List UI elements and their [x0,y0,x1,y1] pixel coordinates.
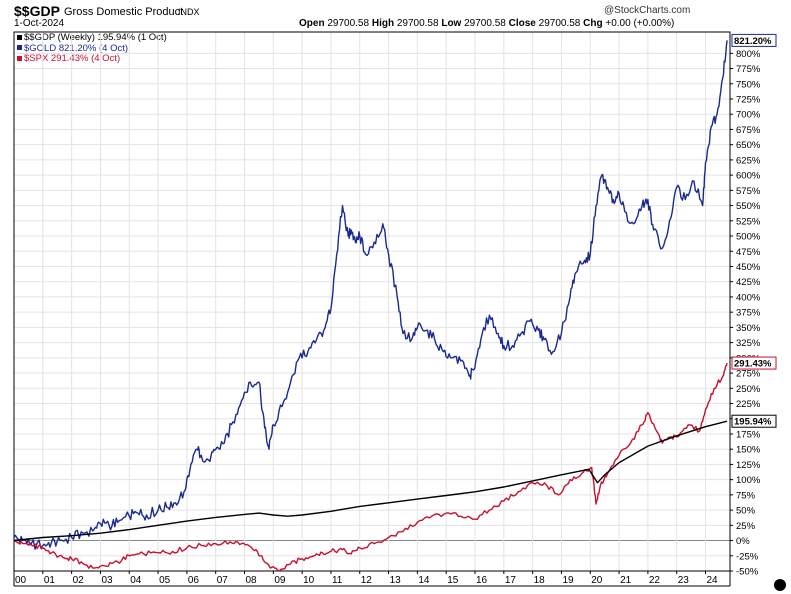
x-tick-label: 08 [246,575,258,586]
y-tick-label: 625% [736,155,761,166]
x-tick-label: 19 [562,575,574,586]
y-tick-label: 775% [736,64,761,75]
x-tick-label: 14 [418,575,430,586]
y-tick-label: 700% [736,110,761,121]
y-tick-label: -50% [736,567,759,578]
y-tick-label: 250% [736,384,761,395]
x-tick-label: 18 [534,575,546,586]
x-tick-label: 20 [591,575,603,586]
x-tick-label: 04 [130,575,142,586]
open-value: 29700.58 [327,18,370,29]
series-line-gdp [13,420,728,542]
y-tick-label: 425% [736,277,761,288]
close-value: 29700.58 [538,18,581,29]
end-label-text: 821.20% [734,36,772,47]
x-tick-label: 16 [476,575,488,586]
low-value: 29700.58 [464,18,506,29]
x-tick-label: 01 [44,575,56,586]
y-tick-label: 500% [736,232,761,243]
y-tick-label: 400% [736,292,761,303]
high-value: 29700.58 [396,18,439,29]
legend-entry-gold: $GOLD 821.20% (4 Oct) [17,42,167,55]
y-tick-label: 100% [736,475,761,486]
y-tick-label: -25% [736,551,759,562]
y-tick-label: 375% [736,308,761,319]
y-tick-label: 525% [736,216,761,227]
legend-swatch-gdp [17,34,22,40]
y-tick-label: 275% [736,369,761,380]
x-tick-label: 05 [159,575,171,586]
x-tick-label: 07 [217,575,229,586]
chg-label: Chg [583,18,603,29]
series-line-gold [13,40,728,550]
y-tick-label: 450% [736,262,761,273]
y-tick-label: 475% [736,247,761,258]
y-tick-label: 725% [736,94,761,105]
ohlc-readout: Open 29700.58 High 29700.58 Low 29700.58… [299,18,674,29]
chg-value: +0.00 (+0.00%) [605,18,675,29]
plot-frame [13,31,731,572]
legend-swatch-gold [17,45,22,51]
date-label: 1-Oct-2024 [14,18,65,29]
y-tick-label: 675% [736,125,761,136]
x-tick-label: 11 [332,575,343,586]
legend-text-gold: $GOLD 821.20% (4 Oct) [24,42,129,54]
y-tick-label: 75% [736,490,756,501]
y-tick-label: 550% [736,201,761,212]
y-tick-label: 50% [736,506,756,517]
legend-entry-gdp: $$GDP (Weekly) 195.94% (1 Oct) [17,32,167,44]
x-tick-label: 03 [101,575,113,586]
stockcharts-credit: @StockCharts.com [604,5,691,16]
x-tick-label: 02 [73,575,85,586]
legend-swatch-spx [17,55,22,61]
x-tick-label: 15 [447,575,459,586]
symbol-label: $$GDP [14,3,60,19]
y-tick-label: 750% [736,79,761,90]
end-label-box [731,33,777,47]
end-label-box [731,356,777,370]
y-tick-label: 600% [736,171,761,182]
series-line-spx [13,362,728,572]
x-tick-label: 22 [649,575,661,586]
x-tick-label: 17 [505,575,517,586]
drag-handle-dot[interactable] [774,579,786,591]
x-tick-label: 23 [678,575,690,586]
close-label: Close [508,18,536,29]
x-tick-label: 13 [390,575,402,586]
x-tick-label: 12 [361,575,373,586]
y-tick-label: 150% [736,445,761,456]
exchange-label: INDX [178,7,200,17]
y-tick-label: 650% [736,140,761,151]
y-tick-label: 325% [736,338,761,349]
symbol-description: Gross Domestic Product [64,6,184,18]
x-tick-label: 09 [274,575,286,586]
y-tick-label: 175% [736,429,761,440]
legend-text-gdp: $$GDP (Weekly) 195.94% (1 Oct) [24,32,167,43]
y-tick-label: 25% [736,521,756,532]
y-tick-label: 225% [736,399,761,410]
y-tick-label: 125% [736,460,761,471]
low-label: Low [441,18,462,29]
x-tick-label: 06 [188,575,200,586]
x-tick-label: 21 [620,575,632,586]
x-tick-label: 10 [303,575,315,586]
open-label: Open [299,18,325,29]
end-label-text: 291.43% [734,359,772,370]
end-label-text: 195.94% [734,417,772,428]
y-tick-label: 350% [736,323,761,334]
y-tick-label: 575% [736,186,761,197]
x-tick-label: 00 [15,575,27,586]
high-label: High [371,18,395,29]
y-tick-label: 800% [736,49,761,60]
x-tick-label: 24 [707,575,719,586]
y-tick-label: 0% [736,536,750,547]
end-label-box [731,414,777,428]
